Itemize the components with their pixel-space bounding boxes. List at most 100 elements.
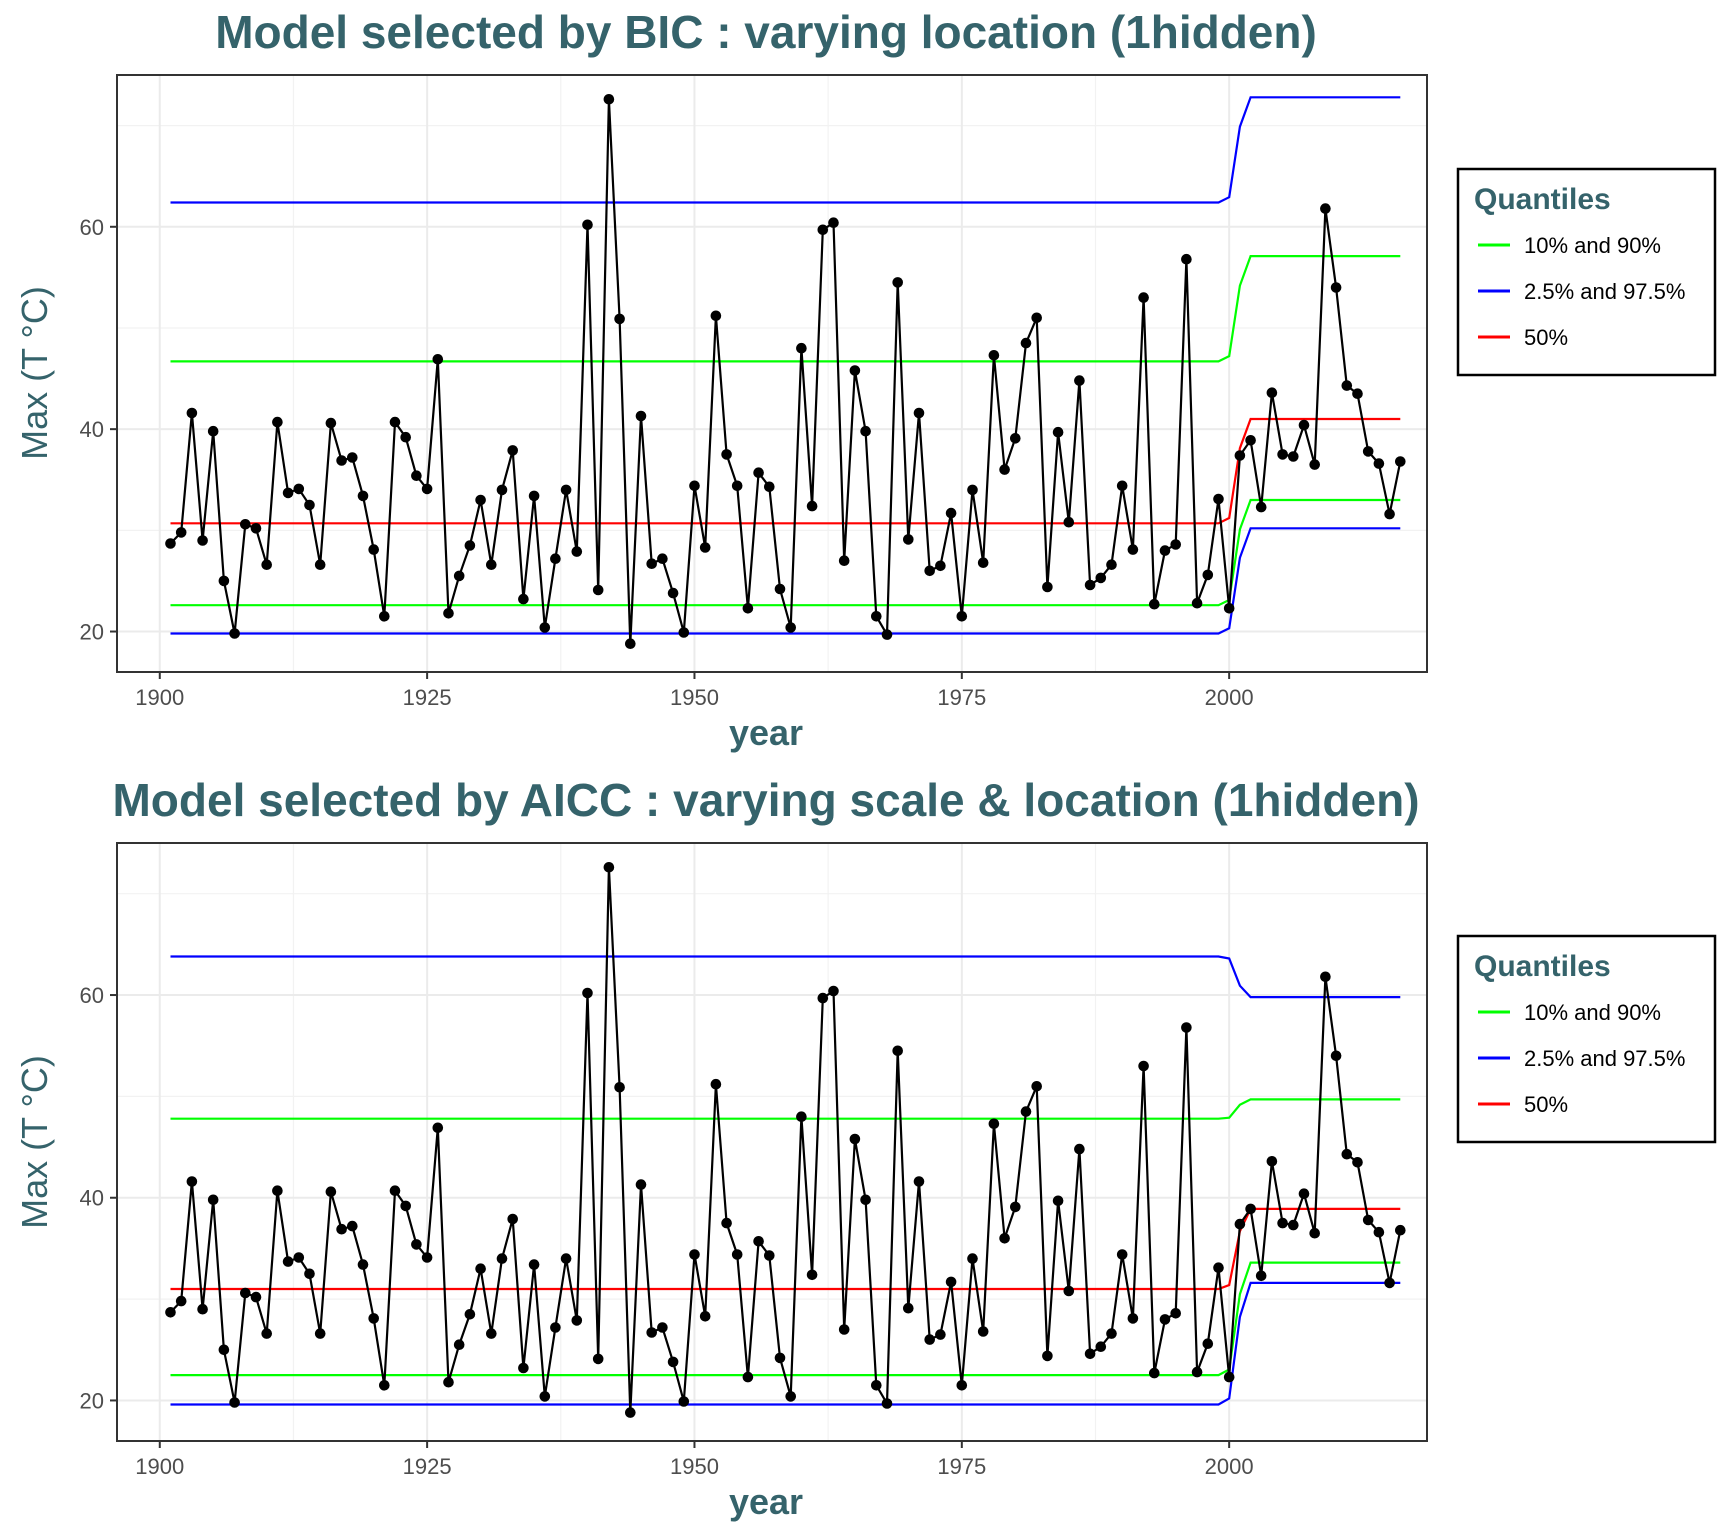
data-point: [389, 416, 401, 428]
data-point: [785, 1391, 796, 1402]
data-point: [1074, 375, 1085, 386]
data-point: [699, 542, 711, 553]
data-point: [175, 527, 187, 538]
data-point: [175, 1295, 187, 1307]
data-point: [560, 1253, 572, 1264]
data-point: [325, 417, 337, 429]
data-point: [207, 1194, 219, 1206]
data-point: [1202, 1338, 1214, 1349]
data-point: [1362, 446, 1374, 457]
data-point: [828, 217, 839, 228]
data-point: [1159, 545, 1171, 556]
legend-label: 2.5% and 97.5%: [1524, 279, 1685, 304]
x-axis-title: year: [729, 1481, 803, 1522]
data-point: [935, 560, 946, 572]
data-point: [1116, 480, 1128, 492]
data-point: [1181, 253, 1192, 265]
data-point: [892, 277, 903, 288]
data-point: [475, 494, 486, 506]
x-axis-title: year: [729, 712, 803, 753]
data-point: [475, 1263, 486, 1274]
quantile-line-q90: [170, 255, 1401, 363]
data-point: [336, 1223, 347, 1235]
y-tick-label: 60: [80, 215, 104, 240]
data-point: [1384, 1277, 1395, 1289]
data-point: [528, 1259, 540, 1270]
data-point: [592, 584, 604, 596]
y-axis-title: Max (T °C): [14, 1055, 55, 1229]
data-point: [250, 1291, 262, 1303]
data-point: [507, 445, 518, 456]
x-tick-label: 1900: [135, 685, 184, 710]
quantile-line-q025: [170, 1281, 1401, 1406]
data-point: [197, 1303, 208, 1315]
data-point: [967, 1253, 978, 1264]
data-point: [282, 487, 294, 499]
data-point: [1138, 1060, 1149, 1072]
data-point: [389, 1185, 401, 1196]
data-point: [197, 535, 208, 546]
data-point: [678, 1396, 690, 1407]
data-point: [272, 416, 283, 428]
plot-border: [116, 842, 1428, 1442]
data-point: [1042, 581, 1053, 593]
data-point: [977, 1326, 989, 1337]
x-tick-label: 1925: [403, 685, 452, 710]
chart-title: Model selected by BIC : varying location…: [215, 6, 1317, 58]
data-point: [924, 1334, 935, 1345]
x-tick-label: 1950: [670, 685, 719, 710]
data-point: [988, 350, 1000, 361]
data-point: [1213, 493, 1224, 505]
data-point: [539, 1391, 551, 1402]
data-point: [432, 354, 444, 365]
data-point: [550, 1322, 561, 1333]
data-point: [721, 1217, 732, 1229]
data-point: [860, 425, 871, 437]
data-point: [379, 1380, 390, 1391]
data-point: [571, 1315, 583, 1326]
data-point: [282, 1256, 294, 1267]
data-point: [1010, 433, 1021, 444]
data-point: [261, 1328, 273, 1339]
data-point: [913, 1176, 925, 1187]
data-point: [1074, 1143, 1085, 1155]
legend-box: [1456, 167, 1717, 377]
data-point: [999, 464, 1010, 475]
data-point: [1288, 451, 1299, 462]
data-point: [496, 484, 508, 496]
data-point: [657, 553, 668, 564]
data-point: [635, 1179, 647, 1190]
data-points: [165, 94, 1406, 649]
plot-border: [116, 74, 1428, 673]
data-point: [774, 583, 786, 595]
x-tick-label: 1925: [403, 1454, 452, 1479]
y-axis-title: Max (T °C): [14, 286, 55, 460]
data-point: [678, 627, 690, 638]
data-point: [582, 987, 593, 999]
chart-panel-2: Model selected by AICC : varying scale &…: [14, 774, 1717, 1522]
data-point: [218, 575, 230, 587]
series-line-max: [169, 99, 1402, 644]
data-point: [731, 480, 743, 492]
data-point: [592, 1353, 604, 1365]
data-point: [689, 480, 700, 492]
quantile-line-q975: [170, 955, 1401, 999]
data-point: [1288, 1219, 1299, 1231]
data-point: [1330, 282, 1342, 293]
legend-label: 50%: [1524, 1092, 1568, 1117]
data-point: [625, 638, 636, 649]
data-point: [1277, 1217, 1288, 1229]
data-point: [1138, 292, 1149, 303]
data-point: [753, 1236, 764, 1247]
x-tick-label: 1900: [135, 1454, 184, 1479]
data-point: [1320, 971, 1331, 983]
data-point: [699, 1311, 711, 1322]
data-point: [314, 559, 326, 570]
data-point: [1202, 569, 1214, 581]
data-point: [250, 523, 262, 534]
data-point: [486, 1328, 497, 1339]
data-point: [1052, 1195, 1064, 1207]
data-point: [1384, 508, 1395, 520]
data-point: [357, 1259, 369, 1270]
